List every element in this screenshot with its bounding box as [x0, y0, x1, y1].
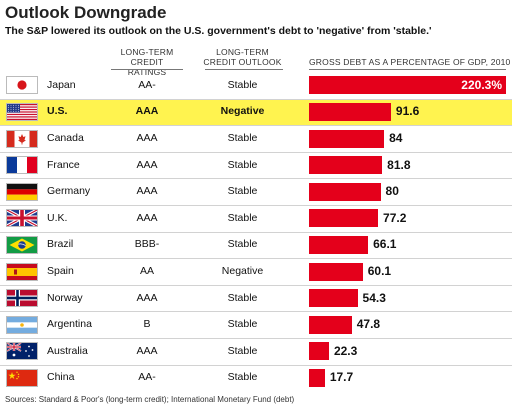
debt-header-rule — [309, 69, 506, 70]
debt-bar — [309, 262, 363, 281]
credit-rating: AA- — [138, 78, 156, 91]
credit-rating: B — [143, 318, 151, 331]
debt-value-label: 66.1 — [373, 237, 397, 252]
chart-subtitle: The S&P lowered its outlook on the U.S. … — [5, 25, 432, 37]
country-label: Germany — [47, 185, 91, 198]
china-flag-icon — [6, 368, 38, 387]
uk-flag-icon — [6, 209, 38, 228]
debt-bar — [309, 235, 369, 254]
japan-flag-icon — [6, 76, 38, 95]
germany-flag-icon — [6, 182, 38, 201]
country-label: U.S. — [47, 105, 68, 118]
country-label: Spain — [47, 265, 74, 277]
country-label: Australia — [47, 344, 88, 357]
debt-bar — [309, 368, 325, 387]
debt-bar — [309, 209, 379, 228]
country-label: Brazil — [47, 238, 74, 251]
debt-value-label: 91.6 — [395, 104, 420, 119]
row-divider — [0, 258, 512, 260]
country-label: U.K. — [47, 211, 68, 224]
credit-outlook: Stable — [227, 158, 258, 171]
debt-value-label: 17.7 — [329, 370, 354, 385]
brazil-flag-icon — [6, 235, 38, 254]
canada-flag-icon — [6, 129, 38, 148]
ratings-header-line1: LONG-TERM — [120, 47, 174, 57]
debt-value-label: 84 — [389, 131, 403, 145]
credit-rating: AAA — [136, 185, 158, 198]
debt-value-label: 54.3 — [362, 290, 386, 305]
credit-rating: AAA — [135, 105, 159, 118]
debt-value-label: 60.1 — [367, 264, 392, 278]
row-divider — [0, 284, 512, 286]
outlook-header-line2: CREDIT OUTLOOK — [203, 57, 282, 67]
country-label: Canada — [47, 132, 84, 144]
credit-rating: AAA — [136, 158, 158, 171]
credit-rating: AA- — [138, 371, 156, 384]
row-divider — [0, 231, 512, 233]
chart-title: Outlook Downgrade — [5, 3, 167, 22]
row-divider — [0, 338, 512, 339]
argentina-flag-icon — [6, 315, 38, 334]
debt-value-label: 22.3 — [333, 343, 358, 358]
debt-bar — [309, 76, 506, 95]
credit-outlook: Stable — [227, 78, 258, 91]
row-divider — [0, 205, 512, 206]
debt-bar — [309, 342, 329, 361]
credit-outlook: Stable — [227, 371, 258, 384]
outlook-header-rule — [205, 69, 283, 70]
credit-outlook: Stable — [227, 344, 258, 357]
debt-bar — [309, 129, 385, 148]
credit-rating: BBB- — [134, 238, 160, 251]
ratings-header-rule — [111, 69, 183, 70]
credit-rating: AA — [139, 265, 154, 277]
credit-outlook: Stable — [227, 185, 258, 198]
ratings-column-header: LONG-TERM CREDIT RATINGS — [111, 47, 183, 77]
country-label: Argentina — [47, 318, 92, 331]
country-label: China — [47, 371, 75, 384]
credit-rating: AAA — [136, 211, 158, 224]
debt-value-label: 80 — [385, 184, 399, 199]
debt-bar — [309, 182, 381, 201]
credit-outlook: Stable — [227, 291, 258, 304]
debt-value-label: 77.2 — [383, 210, 407, 225]
us-flag-icon — [6, 102, 38, 121]
debt-bar — [309, 156, 383, 175]
credit-outlook: Negative — [221, 265, 264, 277]
row-divider — [0, 311, 512, 313]
row-divider — [0, 151, 512, 153]
credit-outlook: Stable — [227, 132, 258, 144]
australia-flag-icon — [6, 342, 38, 361]
source-note: Sources: Standard & Poor's (long-term cr… — [5, 395, 295, 404]
credit-rating: AAA — [136, 344, 158, 357]
spain-flag-icon — [6, 262, 38, 281]
debt-value-label: 220.3% — [461, 77, 502, 92]
row-divider — [0, 125, 512, 127]
credit-outlook: Stable — [227, 318, 258, 331]
debt-value-label: 47.8 — [356, 317, 381, 332]
country-label: Japan — [47, 78, 76, 91]
country-label: France — [47, 158, 80, 171]
credit-outlook: Stable — [227, 211, 258, 224]
debt-column-header: GROSS DEBT AS A PERCENTAGE OF GDP, 2010 — [309, 57, 511, 67]
credit-outlook: Negative — [220, 105, 265, 118]
outlook-header-line1: LONG-TERM — [216, 47, 269, 57]
debt-bar — [309, 315, 352, 334]
norway-flag-icon — [6, 289, 38, 308]
row-divider — [0, 98, 512, 100]
debt-value-label: 81.8 — [387, 157, 411, 172]
highlight-row-us — [0, 99, 512, 126]
france-flag-icon — [6, 156, 38, 175]
debt-bar — [309, 102, 391, 121]
credit-rating: AAA — [136, 291, 158, 304]
outlook-column-header: LONG-TERM CREDIT OUTLOOK — [200, 47, 285, 67]
debt-bar — [309, 289, 358, 308]
country-label: Norway — [47, 291, 83, 304]
credit-rating: AAA — [136, 132, 158, 144]
row-divider — [0, 364, 512, 366]
credit-outlook: Stable — [227, 238, 258, 251]
ratings-header-line2: CREDIT RATINGS — [127, 57, 167, 77]
row-divider — [0, 178, 512, 180]
